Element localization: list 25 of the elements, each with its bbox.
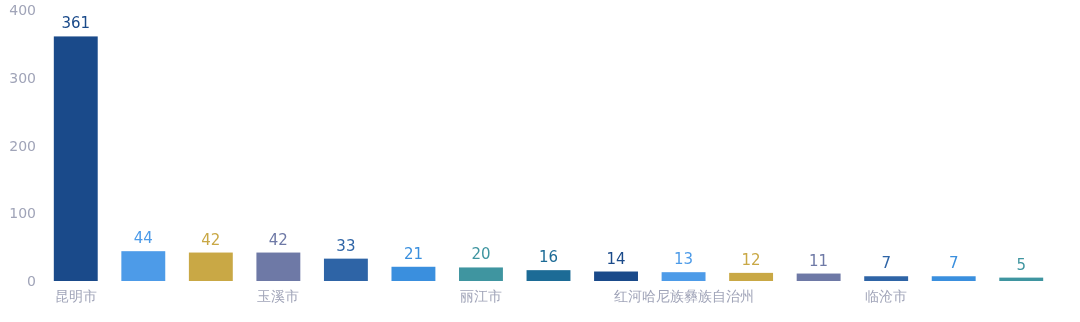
x-tick-label: 临沧市 (865, 288, 908, 304)
data-label: 42 (268, 230, 288, 249)
data-label: 13 (674, 250, 694, 269)
data-label: 20 (471, 245, 491, 264)
data-label: 361 (61, 14, 91, 33)
data-label: 33 (336, 236, 356, 255)
y-tick-label: 400 (9, 2, 36, 18)
data-label: 12 (741, 250, 761, 269)
data-label: 44 (133, 229, 153, 248)
y-tick-label: 200 (9, 137, 36, 154)
data-label: 16 (538, 248, 559, 267)
x-tick-label: 昆明市 (54, 288, 97, 304)
y-tick-label: 300 (9, 69, 36, 86)
x-tick-label: 丽江市 (459, 288, 502, 304)
data-label: 42 (201, 230, 221, 249)
data-label: 7 (948, 254, 959, 273)
data-label: 7 (881, 254, 891, 273)
data-label: 21 (403, 244, 423, 263)
data-label: 14 (606, 249, 626, 268)
data-label: 11 (809, 251, 829, 270)
y-tick-label: 100 (9, 205, 36, 222)
y-tick-label: 0 (27, 273, 36, 289)
x-tick-label: 玉溪市 (257, 288, 300, 304)
x-tick-label: 红河哈尼族彝族自治州 (613, 288, 754, 304)
data-label: 5 (1016, 255, 1027, 274)
